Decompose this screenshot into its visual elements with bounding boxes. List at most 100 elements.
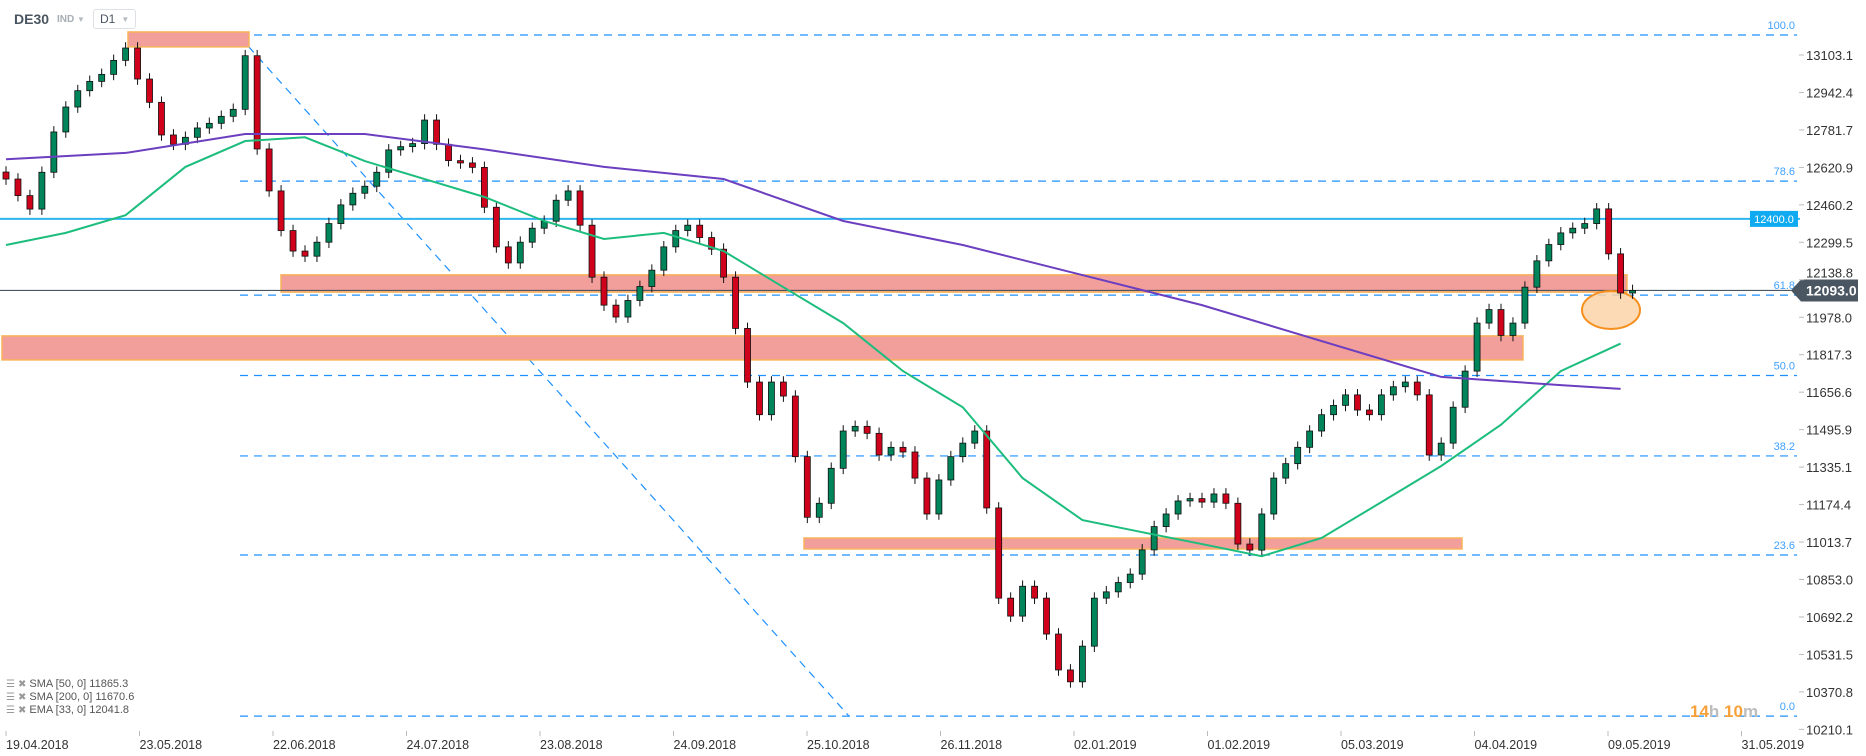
bearish-candle [780,381,787,397]
bullish-candle [1174,500,1182,515]
bullish-candle [1557,232,1565,245]
bullish-candle [1079,645,1086,683]
bullish-candle [552,199,560,222]
highlight-ellipse [1581,290,1641,330]
settings-icon[interactable]: ☰ [6,692,15,703]
close-icon[interactable]: ✖ [17,679,27,690]
bullish-candle [205,122,213,129]
support-resistance-zone [1,335,1524,361]
bullish-candle [1306,430,1314,448]
bullish-candle [421,119,429,145]
bullish-candle [851,425,859,432]
bullish-candle [1593,208,1601,224]
x-axis-label: 25.10.2018 [807,738,870,752]
bullish-candle [624,300,632,318]
bullish-candle [1090,597,1098,647]
bearish-candle [504,246,512,264]
bearish-candle [1234,502,1242,545]
bearish-candle [1497,309,1505,336]
fib-level-label: 100.0 [1767,20,1795,32]
bearish-candle [1246,543,1254,551]
bullish-candle [193,127,201,138]
bullish-candle [1282,463,1290,479]
countdown-minutes: 10 [1724,702,1743,721]
legend-label: SMA [200, 0] 11670.6 [29,691,135,703]
legend-item: ☰ ✖ SMA [200, 0] 11670.6 [6,691,134,704]
countdown-minutes-unit: m [1742,702,1759,721]
settings-icon[interactable]: ☰ [6,679,15,690]
countdown-hours: 14 [1690,702,1709,721]
bearish-candle [1354,394,1361,411]
settings-icon[interactable]: ☰ [6,705,15,716]
bullish-candle [1330,404,1337,416]
bearish-candle [26,195,34,210]
bearish-candle [492,206,500,248]
bullish-candle [217,115,225,124]
bullish-candle [50,131,58,173]
bearish-candle [995,507,1003,599]
bullish-candle [1294,446,1302,465]
bearish-candle [2,171,10,180]
bullish-candle [1378,394,1385,416]
bearish-candle [1605,208,1613,255]
x-axis-label: 24.07.2018 [407,738,470,752]
fib-level-label: 61.8 [1774,280,1795,292]
bearish-candle [253,55,261,150]
bearish-candle [1055,633,1062,671]
x-axis-label: 19.04.2018 [6,738,69,752]
y-axis-label: 11174.4 [1806,498,1851,513]
close-icon[interactable]: ✖ [17,692,27,703]
bearish-candle [1425,394,1433,456]
sma-50-line [5,136,1622,558]
legend-item: ☰ ✖ SMA [50, 0] 11865.3 [6,678,134,691]
timeframe-dropdown[interactable]: D1 ▼ [92,9,137,29]
bearish-candle [1413,381,1421,396]
bearish-candle [744,328,751,383]
market-selector[interactable]: IND ▼ [57,14,85,25]
bearish-candle [433,119,440,145]
bearish-candle [265,148,273,192]
bullish-candle [1461,370,1469,408]
x-axis-label: 24.09.2018 [674,738,737,752]
bearish-candle [1067,669,1074,683]
bearish-candle [14,178,22,196]
bullish-candle [636,286,644,301]
bullish-candle [1521,286,1529,324]
bullish-candle [361,185,369,194]
bullish-candle [1533,260,1541,288]
bullish-candle [1545,244,1553,262]
bullish-candle [349,192,357,206]
bullish-candle [1449,406,1457,444]
bullish-candle [86,80,94,92]
bullish-candle [947,456,955,481]
bullish-candle [313,241,321,257]
fib-level-label: 78.6 [1774,166,1795,178]
bearish-candle [289,230,297,252]
fib-level-label: 38.2 [1774,441,1795,453]
price-level-badge [1750,210,1798,227]
bullish-candle [38,171,46,210]
legend-label: EMA [33, 0] 12041.8 [29,704,130,716]
support-resistance-zone [280,274,1628,293]
y-axis-label: 11495.9 [1806,423,1852,438]
bearish-candle [1043,597,1050,635]
legend-item: ☰ ✖ EMA [33, 0] 12041.8 [6,704,134,717]
bearish-candle [480,166,488,208]
bullish-candle [1401,381,1409,388]
fib-level-label: 23.6 [1774,540,1795,552]
bearish-candle [277,190,285,231]
bullish-candle [1126,573,1134,583]
bullish-candle [1162,513,1170,527]
y-axis-label: 12299.5 [1806,235,1853,250]
bullish-candle [959,442,967,458]
fib-level-label: 50.0 [1774,361,1795,373]
bearish-candle [983,430,991,509]
y-axis-label: 12781.7 [1806,123,1853,138]
bullish-candle [648,269,656,287]
y-axis-label: 12620.9 [1806,160,1853,175]
bullish-candle [1581,223,1589,229]
bearish-candle [708,237,716,250]
x-axis-label: 09.05.2019 [1608,738,1671,752]
close-icon[interactable]: ✖ [17,705,27,716]
